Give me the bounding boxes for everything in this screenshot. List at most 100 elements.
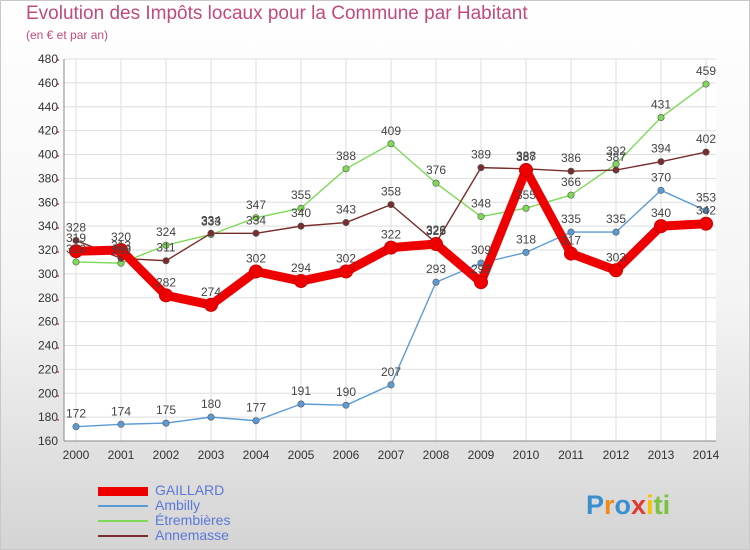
data-label: 282 [156,275,176,289]
y-tick-label: 300 [38,267,58,281]
data-point [72,236,80,244]
data-point [387,381,395,389]
data-point [657,186,665,194]
legend-label: Étrembières [155,512,231,528]
data-point [207,413,215,421]
y-tick-label: 420 [38,124,58,138]
data-point [162,241,170,249]
data-label: 191 [291,384,311,398]
data-label: 402 [696,132,716,146]
data-label: 175 [156,403,176,417]
data-point [69,244,83,259]
data-point [297,222,305,230]
data-label: 355 [516,188,536,202]
x-tick-label: 2008 [423,448,450,462]
data-label: 302 [246,251,266,265]
legend-label: Ambilly [155,497,201,513]
data-label: 431 [651,97,671,111]
y-tick-label: 480 [38,52,58,66]
data-point [339,264,353,279]
data-label: 180 [201,397,221,411]
chart-title: Evolution des Impôts locaux pour la Comm… [26,3,528,24]
y-tick-label: 380 [38,171,58,185]
data-point [567,228,575,236]
legend-label: Annemasse [155,527,229,543]
data-point [72,258,80,266]
data-label: 302 [336,251,356,265]
data-point [702,80,710,88]
x-tick-label: 2014 [693,448,720,462]
x-tick-label: 2009 [468,448,495,462]
data-point [657,158,665,166]
data-label: 293 [471,262,491,276]
data-label: 334 [201,213,221,227]
data-label: 334 [246,213,266,227]
data-point [297,400,305,408]
data-label: 309 [471,243,491,257]
data-label: 293 [426,262,446,276]
logo-letter: i [646,490,654,520]
data-point [609,263,623,278]
data-label: 355 [291,188,311,202]
proxiti-logo: Proxiti [586,490,670,521]
data-label: 388 [516,149,536,163]
legend-swatch [98,505,148,507]
data-label: 174 [111,404,131,418]
y-tick-label: 280 [38,291,58,305]
data-point [702,148,710,156]
y-tick-label: 400 [38,148,58,162]
legend-label: GAILLARD [155,482,225,498]
data-label: 320 [111,230,131,244]
y-tick-label: 360 [38,195,58,209]
data-label: 324 [156,225,176,239]
data-label: 386 [561,151,581,165]
data-label: 303 [606,250,626,264]
data-point [612,228,620,236]
data-label: 366 [561,175,581,189]
legend-swatch [98,486,148,496]
data-label: 177 [246,401,266,415]
data-point [387,201,395,209]
data-label: 207 [381,365,401,379]
data-label: 389 [471,148,491,162]
data-point [342,165,350,173]
data-point [294,274,308,289]
data-label: 309 [111,243,131,257]
data-label: 343 [336,203,356,217]
x-tick-label: 2006 [333,448,360,462]
data-label: 392 [606,144,626,158]
data-label: 340 [651,206,671,220]
data-point [702,207,710,215]
data-label: 353 [696,191,716,205]
data-label: 388 [336,149,356,163]
data-point [297,204,305,212]
data-label: 319 [66,231,86,245]
y-tick-label: 340 [38,219,58,233]
data-label: 348 [471,197,491,211]
data-point [522,204,530,212]
x-tick-label: 2012 [603,448,630,462]
data-point [204,297,218,312]
data-label: 340 [291,206,311,220]
data-point [162,419,170,427]
x-tick-label: 2002 [153,448,180,462]
y-tick-label: 320 [38,243,58,257]
data-point [252,229,260,237]
y-tick-label: 160 [38,434,58,448]
data-label: 326 [426,223,446,237]
data-label: 310 [66,242,86,256]
data-point [252,417,260,425]
data-label: 394 [651,142,671,156]
legend-swatch [98,520,148,522]
data-label: 317 [561,234,581,248]
data-point [474,275,488,290]
data-label: 459 [696,64,716,78]
x-tick-label: 2000 [63,448,90,462]
x-tick-label: 2007 [378,448,405,462]
y-tick-label: 180 [38,410,58,424]
data-point [522,248,530,256]
data-label: 335 [606,212,626,226]
data-point [207,229,215,237]
y-tick-label: 440 [38,100,58,114]
data-point [162,257,170,265]
